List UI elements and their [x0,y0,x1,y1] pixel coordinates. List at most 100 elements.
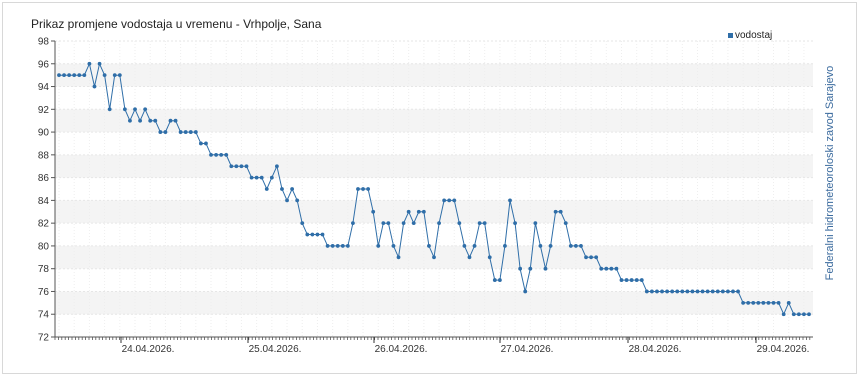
data-point [614,266,619,271]
data-point [685,289,690,294]
data-point [644,289,649,294]
y-tick-label: 80 [38,241,50,252]
data-point [639,278,644,282]
data-point [548,244,553,248]
data-point [665,289,670,294]
data-point [720,289,725,294]
data-point [77,73,82,78]
y-tick-label: 76 [38,287,50,298]
data-point [599,266,604,271]
y-tick-label: 72 [38,333,50,344]
data-point [791,312,796,317]
data-point [427,244,431,248]
data-point [705,289,710,294]
data-point [660,289,664,294]
data-point [62,73,66,78]
data-point [538,244,543,248]
data-point [579,244,583,248]
data-point [462,244,467,248]
data-point [361,187,365,191]
data-point [447,198,452,203]
y-tick-label: 94 [38,82,50,93]
data-point [523,289,528,294]
data-point [269,175,274,180]
data-point [482,221,487,226]
data-point [741,300,746,305]
data-point [280,187,284,191]
data-point [731,289,735,294]
data-point [710,289,715,294]
data-point [503,244,507,248]
data-point [178,130,183,134]
data-point [340,244,345,248]
data-point [300,221,305,226]
data-point [781,312,786,317]
plot-band [55,63,813,87]
data-point [259,175,264,180]
data-point [457,221,462,226]
y-tick-label: 84 [38,196,50,207]
data-point [776,300,781,305]
data-point [315,232,320,237]
data-point [634,278,639,282]
data-point [133,107,137,112]
data-point [650,289,654,294]
data-point [543,266,548,271]
plot-band [55,109,813,133]
data-point [695,289,700,294]
data-point [67,73,72,78]
legend: vodostaj [728,30,772,41]
data-point [751,300,756,305]
data-point [609,266,614,271]
data-point [330,244,335,248]
data-point [102,73,107,78]
data-point [117,73,122,78]
y-tick-label: 74 [38,310,50,321]
data-point [508,198,512,203]
data-point [351,221,355,226]
data-point [807,312,811,317]
data-point [786,300,791,305]
data-point [285,198,289,203]
data-point [619,278,624,282]
data-point [229,164,234,169]
data-point [183,130,188,134]
data-point [138,118,142,123]
y-tick-label: 98 [38,37,50,48]
data-point [518,266,523,271]
x-tick-label: 29.04.2026. [757,344,810,355]
data-point [761,300,766,305]
data-point [295,198,300,203]
data-point [188,130,193,134]
data-point [173,118,178,123]
x-tick-label: 27.04.2026. [501,344,554,355]
data-point [107,107,112,112]
data-point [163,130,168,134]
y-tick-label: 88 [38,150,50,161]
side-label: Federalni hidrometeoroloski zavod Saraje… [824,66,836,281]
data-point [497,278,502,282]
data-point [214,152,218,157]
legend-marker [728,33,733,38]
data-point [122,107,127,112]
y-tick-label: 90 [38,128,50,139]
data-point [432,255,436,260]
data-point [325,244,330,248]
data-point [249,175,254,180]
x-tick-label: 28.04.2026. [629,344,682,355]
data-point [756,300,761,305]
x-tick-label: 25.04.2026. [249,344,302,355]
data-point [391,244,396,248]
data-point [690,289,695,294]
data-point [568,244,573,248]
data-point [193,130,198,134]
data-point [670,289,675,294]
data-point [680,289,685,294]
data-point [376,244,381,248]
data-point [406,209,411,214]
data-point [224,152,229,157]
data-point [746,300,751,305]
data-point [771,300,776,305]
data-point [802,312,806,317]
data-point [396,255,401,260]
